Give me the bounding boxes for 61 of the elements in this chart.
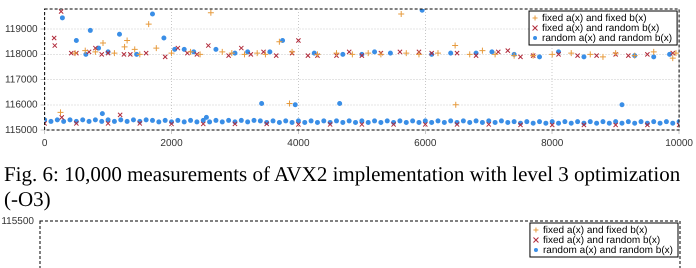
point [452, 42, 459, 50]
point [207, 9, 214, 16]
point [168, 50, 176, 57]
point [415, 50, 422, 58]
legend-label: fixed a(x) and fixed b(x) [542, 224, 648, 236]
point [452, 101, 460, 108]
point [548, 50, 556, 58]
point [398, 10, 405, 18]
point [669, 54, 676, 62]
y-tick-label: 116000 [4, 100, 38, 111]
point [254, 50, 261, 57]
point [196, 50, 204, 58]
x-tick-label: 4000 [287, 138, 310, 149]
point [510, 52, 518, 60]
point [100, 40, 106, 47]
point [145, 20, 152, 28]
point [599, 53, 606, 60]
point [187, 48, 194, 56]
x-tick-label: 10000 [665, 138, 694, 149]
point [466, 50, 474, 58]
point [348, 50, 356, 58]
point [276, 38, 283, 46]
point [121, 43, 128, 50]
legend-label: random a(x) and random b(x) [542, 32, 672, 44]
point [262, 50, 269, 58]
x-tick-label: 0 [42, 138, 48, 149]
point [286, 100, 294, 108]
x-tick-label: 8000 [541, 138, 564, 149]
point [586, 50, 594, 58]
point [672, 50, 680, 57]
point [492, 50, 499, 58]
point [218, 48, 226, 56]
point [332, 50, 340, 57]
legend-label: fixed a(x) and random b(x) [542, 22, 660, 34]
point [364, 50, 372, 57]
y-tick-label: 119000 [4, 24, 38, 35]
x-tick-label: 6000 [414, 138, 437, 149]
caption: Fig. 6: 10,000 measurements of AVX2 implementation with level 3 optimization (-O3) [3, 161, 682, 212]
point [124, 37, 131, 44]
point [92, 48, 99, 56]
point [288, 48, 296, 56]
legend-label: random a(x) and random b(x) [542, 244, 674, 256]
point [240, 50, 248, 58]
point [152, 44, 160, 52]
legend-label: fixed a(x) and random b(x) [542, 234, 660, 246]
point [434, 50, 442, 57]
point [568, 50, 575, 57]
point [110, 50, 118, 57]
point [478, 47, 486, 54]
y-tick-label: 118000 [4, 49, 38, 60]
point [228, 50, 236, 57]
point [82, 47, 89, 54]
point [650, 48, 658, 56]
point [314, 50, 321, 58]
point [402, 50, 410, 57]
y-tick-label: 115000 [4, 124, 38, 136]
point [56, 108, 64, 116]
legend-label: fixed a(x) and fixed b(x) [542, 12, 647, 24]
text: 115500 [1, 216, 34, 227]
x-tick-label: 2000 [160, 138, 184, 149]
y-tick-label: 117000 [4, 74, 38, 86]
